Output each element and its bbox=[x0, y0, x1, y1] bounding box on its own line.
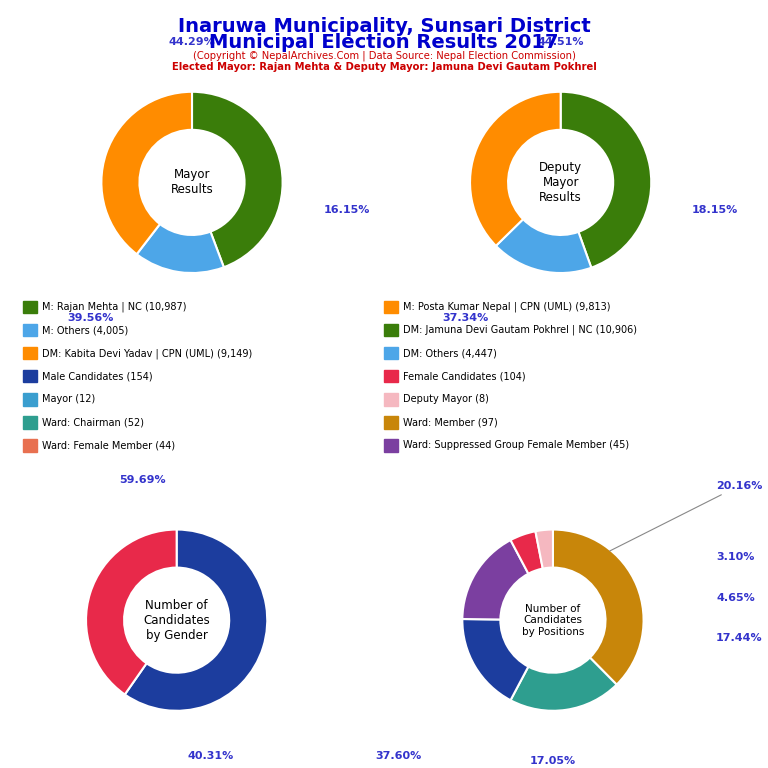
Text: 40.31%: 40.31% bbox=[187, 751, 233, 761]
Text: 37.60%: 37.60% bbox=[376, 751, 422, 761]
Text: DM: Kabita Devi Yadav | CPN (UML) (9,149): DM: Kabita Devi Yadav | CPN (UML) (9,149… bbox=[42, 348, 253, 359]
Text: Mayor
Results: Mayor Results bbox=[170, 168, 214, 197]
Text: 18.15%: 18.15% bbox=[692, 204, 738, 214]
Text: Ward: Chairman (52): Ward: Chairman (52) bbox=[42, 417, 144, 428]
Text: 16.15%: 16.15% bbox=[323, 204, 369, 214]
Text: 17.05%: 17.05% bbox=[530, 756, 576, 766]
Text: Male Candidates (154): Male Candidates (154) bbox=[42, 371, 153, 382]
Wedge shape bbox=[137, 224, 223, 273]
Text: Deputy
Mayor
Results: Deputy Mayor Results bbox=[539, 161, 582, 204]
Wedge shape bbox=[535, 530, 553, 568]
Text: DM: Jamuna Devi Gautam Pokhrel | NC (10,906): DM: Jamuna Devi Gautam Pokhrel | NC (10,… bbox=[403, 325, 637, 336]
Wedge shape bbox=[553, 530, 644, 684]
Text: DM: Others (4,447): DM: Others (4,447) bbox=[403, 348, 497, 359]
Text: 59.69%: 59.69% bbox=[119, 475, 166, 485]
Text: 20.16%: 20.16% bbox=[610, 481, 763, 551]
Wedge shape bbox=[462, 619, 528, 700]
Text: Mayor (12): Mayor (12) bbox=[42, 394, 95, 405]
Text: Ward: Member (97): Ward: Member (97) bbox=[403, 417, 498, 428]
Text: 3.10%: 3.10% bbox=[716, 551, 754, 561]
Text: M: Posta Kumar Nepal | CPN (UML) (9,813): M: Posta Kumar Nepal | CPN (UML) (9,813) bbox=[403, 302, 611, 313]
Wedge shape bbox=[470, 92, 561, 246]
Wedge shape bbox=[125, 530, 267, 710]
Text: 17.44%: 17.44% bbox=[716, 634, 763, 644]
Text: 39.56%: 39.56% bbox=[67, 313, 113, 323]
Wedge shape bbox=[561, 92, 651, 268]
Text: Elected Mayor: Rajan Mehta & Deputy Mayor: Jamuna Devi Gautam Pokhrel: Elected Mayor: Rajan Mehta & Deputy Mayo… bbox=[171, 62, 597, 72]
Text: 37.34%: 37.34% bbox=[442, 313, 488, 323]
Wedge shape bbox=[462, 540, 528, 620]
Wedge shape bbox=[86, 530, 177, 694]
Text: Deputy Mayor (8): Deputy Mayor (8) bbox=[403, 394, 489, 405]
Text: Inaruwa Municipality, Sunsari District: Inaruwa Municipality, Sunsari District bbox=[177, 17, 591, 36]
Text: Ward: Suppressed Group Female Member (45): Ward: Suppressed Group Female Member (45… bbox=[403, 440, 629, 451]
Wedge shape bbox=[496, 219, 591, 273]
Wedge shape bbox=[101, 92, 192, 254]
Text: M: Rajan Mehta | NC (10,987): M: Rajan Mehta | NC (10,987) bbox=[42, 302, 187, 313]
Text: Municipal Election Results 2017: Municipal Election Results 2017 bbox=[209, 33, 559, 52]
Text: 44.51%: 44.51% bbox=[538, 37, 584, 47]
Text: Ward: Female Member (44): Ward: Female Member (44) bbox=[42, 440, 175, 451]
Wedge shape bbox=[511, 657, 617, 710]
Wedge shape bbox=[511, 531, 543, 574]
Wedge shape bbox=[192, 92, 283, 267]
Text: Number of
Candidates
by Gender: Number of Candidates by Gender bbox=[144, 599, 210, 641]
Text: 44.29%: 44.29% bbox=[169, 37, 215, 47]
Text: M: Others (4,005): M: Others (4,005) bbox=[42, 325, 128, 336]
Text: Number of
Candidates
by Positions: Number of Candidates by Positions bbox=[521, 604, 584, 637]
Text: Female Candidates (104): Female Candidates (104) bbox=[403, 371, 526, 382]
Text: 4.65%: 4.65% bbox=[716, 592, 755, 603]
Text: (Copyright © NepalArchives.Com | Data Source: Nepal Election Commission): (Copyright © NepalArchives.Com | Data So… bbox=[193, 51, 575, 61]
